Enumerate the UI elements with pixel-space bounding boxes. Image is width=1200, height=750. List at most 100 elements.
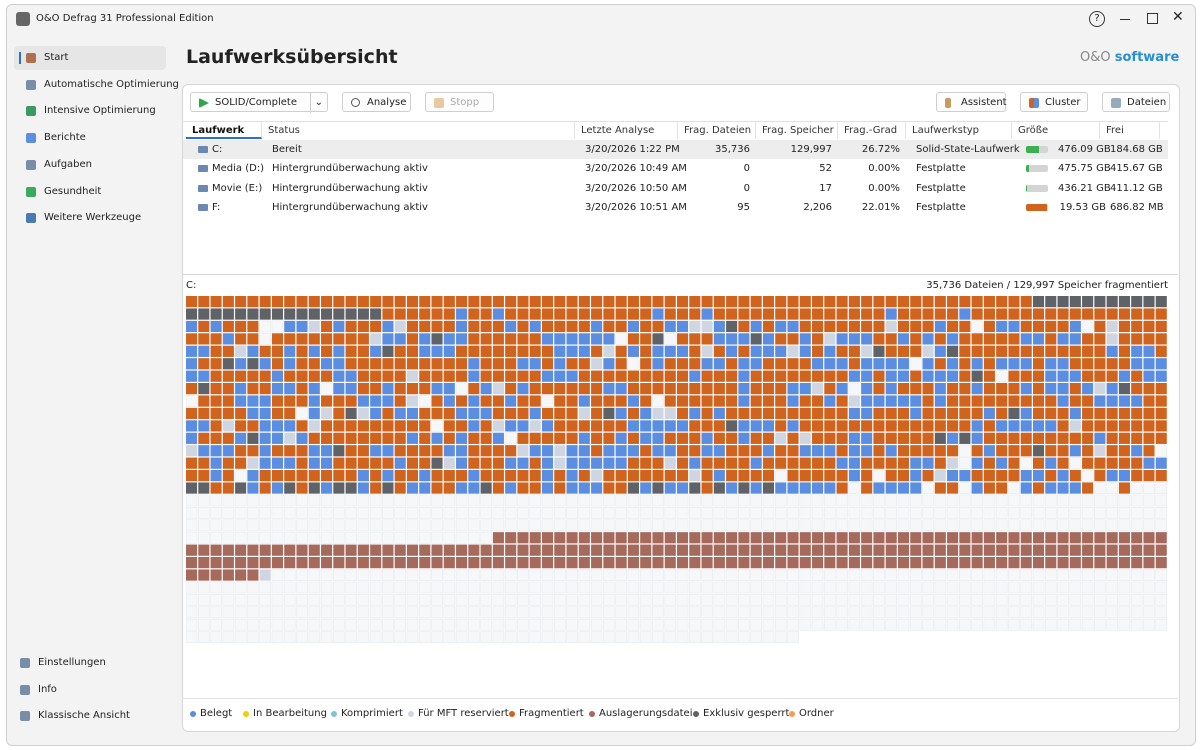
cluster-block	[787, 593, 799, 606]
cluster-block	[922, 432, 934, 444]
cluster-block	[357, 593, 370, 606]
cluster-block	[296, 506, 308, 519]
cluster-block	[455, 593, 468, 606]
sidebar-item[interactable]: Berichte	[14, 126, 166, 150]
assistant-button[interactable]: Assistent	[936, 92, 1007, 112]
analyse-button[interactable]: Analyse	[342, 92, 411, 112]
cluster-block	[1069, 470, 1081, 482]
cluster-block	[492, 345, 504, 357]
sidebar-item[interactable]: Start	[14, 46, 166, 70]
sidebar-item[interactable]: Automatische Optimierung	[14, 73, 179, 97]
cluster-block	[1057, 296, 1069, 308]
maximize-button[interactable]	[1147, 13, 1158, 24]
cluster-block	[947, 308, 959, 320]
cluster-block	[186, 631, 198, 644]
sidebar-item[interactable]: Einstellungen	[8, 651, 160, 675]
column-header[interactable]: Status	[262, 122, 575, 139]
cluster-block	[762, 618, 775, 631]
cluster-block	[1118, 432, 1130, 444]
cluster-block	[811, 569, 824, 581]
cluster-block	[406, 470, 419, 482]
cluster-block	[1155, 358, 1167, 370]
cluster-block	[357, 519, 370, 532]
cluster-block	[283, 531, 296, 544]
cluster-block	[382, 457, 394, 469]
cluster-block	[848, 296, 860, 308]
files-button[interactable]: Dateien	[1102, 92, 1170, 112]
cluster-block	[492, 606, 505, 619]
column-header[interactable]: Laufwerkstyp	[906, 122, 1012, 139]
minimize-button[interactable]	[1120, 19, 1130, 20]
cluster-block	[1069, 420, 1081, 432]
cluster-block	[578, 333, 590, 345]
column-header[interactable]: Größe	[1012, 122, 1100, 139]
cluster-block	[701, 308, 713, 320]
cluster-block	[468, 581, 480, 594]
cluster-block	[1106, 345, 1118, 357]
cluster-block	[1045, 407, 1057, 420]
sidebar-label: Einstellungen	[38, 657, 106, 668]
cluster-block	[517, 345, 529, 357]
cluster-block	[345, 519, 357, 532]
legend-label: Für MFT reserviert	[418, 708, 509, 719]
cluster-block	[1094, 482, 1106, 494]
column-header[interactable]: Frag. Speicher	[756, 122, 838, 139]
sidebar-item[interactable]: Weitere Werkzeuge	[14, 206, 166, 230]
cluster-block	[983, 519, 996, 532]
sidebar-item[interactable]: Aufgaben	[14, 153, 166, 177]
cluster-block	[1118, 320, 1130, 333]
sidebar-item[interactable]: Klassische Ansicht	[8, 704, 160, 728]
cluster-block	[308, 618, 321, 631]
cluster-block	[738, 407, 750, 420]
close-button[interactable]: ✕	[1172, 9, 1184, 25]
stop-button[interactable]: Stopp	[425, 92, 494, 112]
cluster-block	[983, 420, 995, 432]
cluster-block	[1082, 358, 1094, 370]
cluster-block	[1082, 395, 1094, 407]
cluster-block	[566, 482, 578, 494]
cluster-block	[1155, 569, 1168, 581]
sidebar-item[interactable]: Info	[8, 678, 160, 702]
cluster-block	[934, 395, 946, 407]
cluster-block	[529, 333, 541, 345]
column-header[interactable]: Frag.-Grad	[838, 122, 906, 139]
cluster-block	[701, 470, 713, 482]
help-button[interactable]: ?	[1089, 11, 1105, 27]
cluster-block	[1155, 519, 1168, 532]
legend-item: Exklusiv gesperrt	[693, 707, 789, 721]
cluster-block	[1130, 494, 1143, 507]
cluster-button[interactable]: Cluster	[1020, 92, 1088, 112]
sidebar-item[interactable]: Gesundheit	[14, 180, 166, 204]
cluster-block	[885, 333, 897, 345]
cluster-block	[492, 320, 504, 333]
cluster-block	[934, 482, 946, 494]
cluster-block	[431, 320, 443, 333]
cluster-block	[701, 606, 713, 619]
cluster-block	[971, 308, 983, 320]
logo: O&O software	[1080, 50, 1179, 65]
profile-dropdown[interactable]: SOLID/Complete ⌄	[190, 92, 328, 113]
cluster-block	[959, 308, 971, 320]
cluster-block	[308, 370, 320, 382]
cluster-block	[959, 557, 971, 569]
cluster-block	[1130, 593, 1143, 606]
cluster-block	[725, 631, 738, 644]
cluster-block	[320, 606, 333, 619]
cluster-block	[1069, 395, 1081, 407]
cluster-block	[456, 445, 468, 457]
cluster-block	[418, 519, 431, 532]
column-header[interactable]: Laufwerk	[186, 122, 262, 139]
sidebar-icon	[20, 658, 30, 668]
cluster-block	[812, 557, 824, 569]
column-header[interactable]: Frag. Dateien	[678, 122, 756, 139]
cluster-block	[419, 445, 431, 457]
cluster-block	[456, 370, 468, 382]
cluster-block	[308, 358, 320, 370]
cluster-block	[271, 296, 283, 308]
column-header[interactable]: Frei	[1100, 122, 1160, 139]
column-header[interactable]: Letzte Analyse	[575, 122, 678, 139]
cluster-block	[775, 432, 787, 444]
cluster-block	[517, 618, 529, 631]
cluster-block	[897, 333, 910, 345]
sidebar-item[interactable]: Intensive Optimierung	[14, 99, 166, 123]
